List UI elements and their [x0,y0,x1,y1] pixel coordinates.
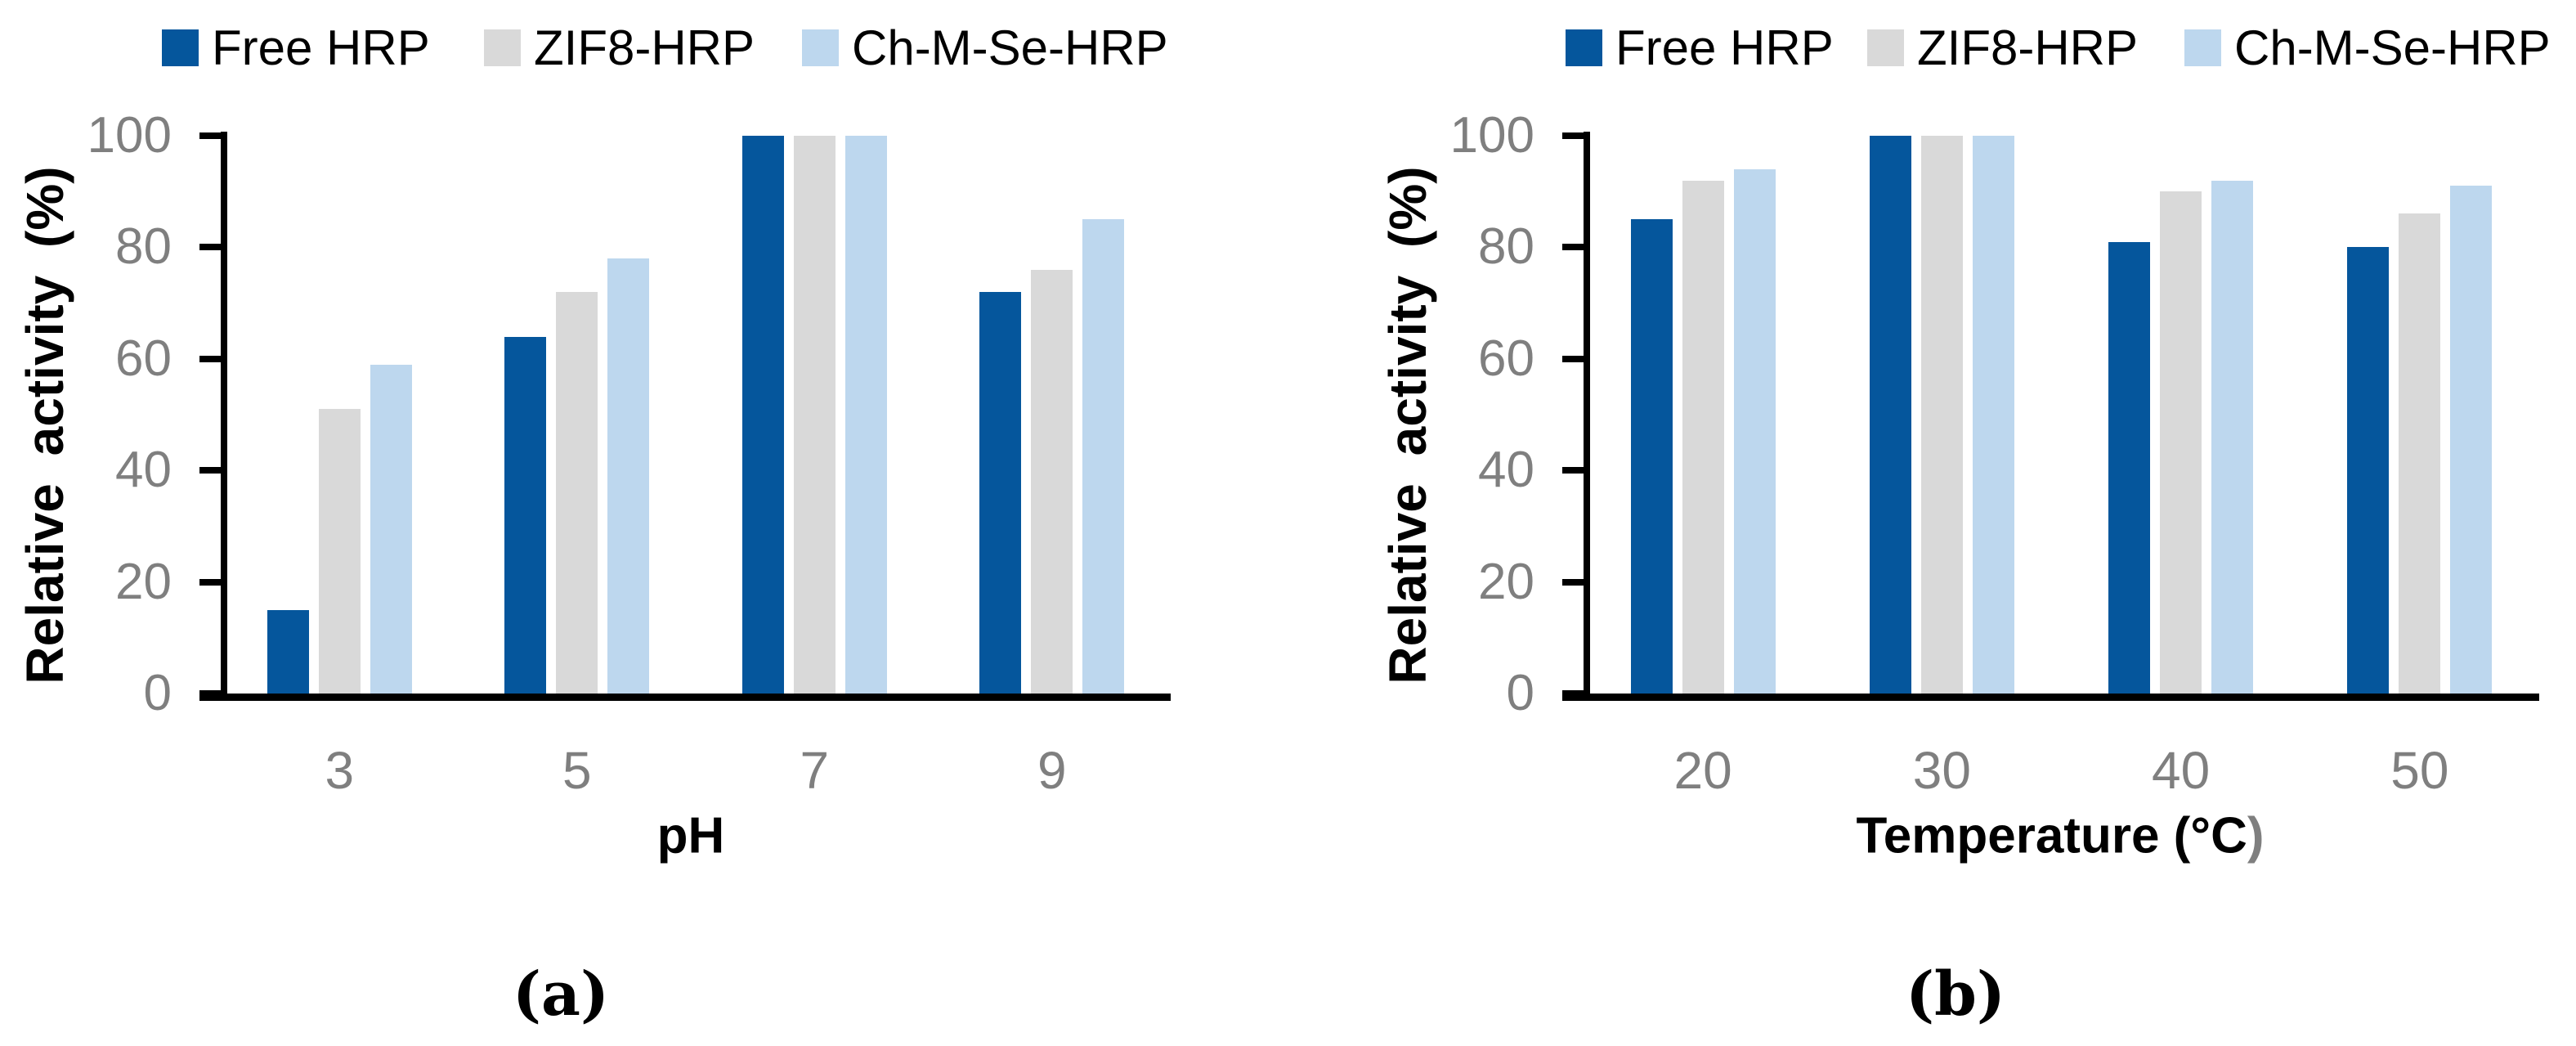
y-tick-label-b-80: 80 [1478,218,1534,276]
bar-a-free-hrp-7 [741,136,784,694]
bar-a-free-hrp-3 [267,609,309,694]
y-tick-a-60 [199,355,221,362]
y-tick-b-60 [1562,355,1584,362]
legend-item-ch-m-se-hrp: Ch-M-Se-HRP [802,20,1168,75]
y-tick-label-a-40: 40 [115,442,172,499]
y-tick-b-0 [1562,690,1584,697]
x-axis-line-b [1562,694,2539,701]
bar-a-ch-m-se-hrp-5 [607,258,650,694]
x-tick-label-a-7: 7 [800,741,830,800]
legend-item-free-hrp: Free HRP [162,20,430,75]
y-tick-label-b-100: 100 [1449,107,1534,164]
legend-item-zif8-hrp: ZIF8-HRP [1867,20,2138,75]
y-tick-label-a-100: 100 [87,107,172,164]
y-tick-label-a-80: 80 [115,218,172,276]
bar-a-ch-m-se-hrp-3 [370,364,412,694]
y-tick-label-b-0: 0 [1506,665,1534,721]
x-axis-title-b-text: Temperature (°C [1856,807,2247,864]
x-axis-title-b-paren: ) [2247,807,2265,864]
y-tick-a-80 [199,244,221,251]
y-tick-a-0 [199,690,221,697]
y-tick-b-100 [1562,132,1584,139]
legend-item-zif8-hrp: ZIF8-HRP [484,20,755,75]
legend-swatch-free-hrp [162,29,199,66]
caption-a: (a) [513,959,609,1030]
legend-label-ch-m-se-hrp: Ch-M-Se-HRP [2234,20,2551,75]
bar-b-zif8-hrp-50 [2399,213,2441,694]
x-tick-label-b-30: 30 [1912,741,1971,800]
legend-label-free-hrp: Free HRP [1615,20,1834,75]
legend-label-free-hrp: Free HRP [212,20,430,75]
y-tick-a-20 [199,578,221,586]
x-tick-label-b-40: 40 [2152,741,2211,800]
x-tick-label-a-3: 3 [325,741,355,800]
x-tick-label-b-20: 20 [1673,741,1732,800]
legend-label-ch-m-se-hrp: Ch-M-Se-HRP [852,20,1168,75]
bar-b-ch-m-se-hrp-50 [2450,186,2493,694]
bar-a-zif8-hrp-9 [1031,269,1073,694]
bar-a-free-hrp-9 [979,291,1022,694]
y-tick-label-b-60: 60 [1478,330,1534,387]
legend-swatch-zif8-hrp [484,29,521,66]
bar-b-free-hrp-40 [2108,241,2151,694]
x-axis-title-a: pH [657,807,725,865]
y-tick-a-40 [199,467,221,474]
bar-b-ch-m-se-hrp-20 [1733,168,1776,694]
bar-b-zif8-hrp-30 [1920,136,1963,694]
y-tick-label-a-0: 0 [143,665,172,721]
y-tick-label-b-20: 20 [1478,553,1534,610]
bar-b-free-hrp-30 [1869,136,1911,694]
bar-b-zif8-hrp-40 [2160,191,2202,694]
x-axis-title-b: Temperature (°C) [1856,807,2264,865]
y-tick-b-20 [1562,578,1584,586]
bar-b-zif8-hrp-20 [1682,180,1724,694]
x-axis-title-a-text: pH [656,807,725,864]
y-tick-a-100 [199,132,221,139]
bar-a-zif8-hrp-5 [556,291,598,694]
caption-b: (b) [1906,959,2005,1030]
legend-swatch-ch-m-se-hrp [2184,29,2221,66]
legend-swatch-zif8-hrp [1867,29,1904,66]
legend-swatch-ch-m-se-hrp [802,29,839,66]
y-tick-label-a-20: 20 [115,553,172,610]
legend-item-ch-m-se-hrp: Ch-M-Se-HRP [2184,20,2551,75]
legend-item-free-hrp: Free HRP [1566,20,1834,75]
bar-b-free-hrp-50 [2347,247,2390,694]
bar-a-zif8-hrp-3 [318,409,361,694]
bar-a-zif8-hrp-7 [793,136,836,694]
bar-a-free-hrp-5 [504,336,547,694]
legend-label-zif8-hrp: ZIF8-HRP [534,20,755,75]
x-tick-label-b-50: 50 [2390,741,2449,800]
x-axis-line-a [199,694,1171,701]
legend-swatch-free-hrp [1566,29,1602,66]
bar-a-ch-m-se-hrp-7 [844,136,887,694]
y-tick-b-80 [1562,244,1584,251]
bar-b-ch-m-se-hrp-30 [1972,136,2014,694]
y-tick-b-40 [1562,467,1584,474]
y-axis-line-b [1584,132,1590,701]
legend-label-zif8-hrp: ZIF8-HRP [1917,20,2138,75]
y-axis-line-a [221,132,227,701]
bar-a-ch-m-se-hrp-9 [1082,219,1125,694]
bar-b-ch-m-se-hrp-40 [2211,180,2254,694]
y-tick-label-b-40: 40 [1478,442,1534,499]
bar-b-free-hrp-20 [1630,219,1673,694]
y-tick-label-a-60: 60 [115,330,172,387]
x-tick-label-a-5: 5 [562,741,592,800]
x-tick-label-a-9: 9 [1037,741,1067,800]
